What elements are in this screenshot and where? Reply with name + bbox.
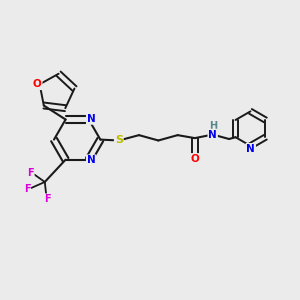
Text: O: O bbox=[190, 154, 199, 164]
Text: N: N bbox=[246, 144, 255, 154]
Text: F: F bbox=[44, 194, 51, 204]
Text: F: F bbox=[27, 168, 34, 178]
Text: N: N bbox=[87, 155, 95, 165]
Text: O: O bbox=[33, 79, 42, 89]
Text: H: H bbox=[209, 121, 217, 131]
Text: N: N bbox=[87, 114, 95, 124]
Text: S: S bbox=[115, 136, 123, 146]
Text: F: F bbox=[24, 184, 30, 194]
Text: N: N bbox=[208, 130, 217, 140]
